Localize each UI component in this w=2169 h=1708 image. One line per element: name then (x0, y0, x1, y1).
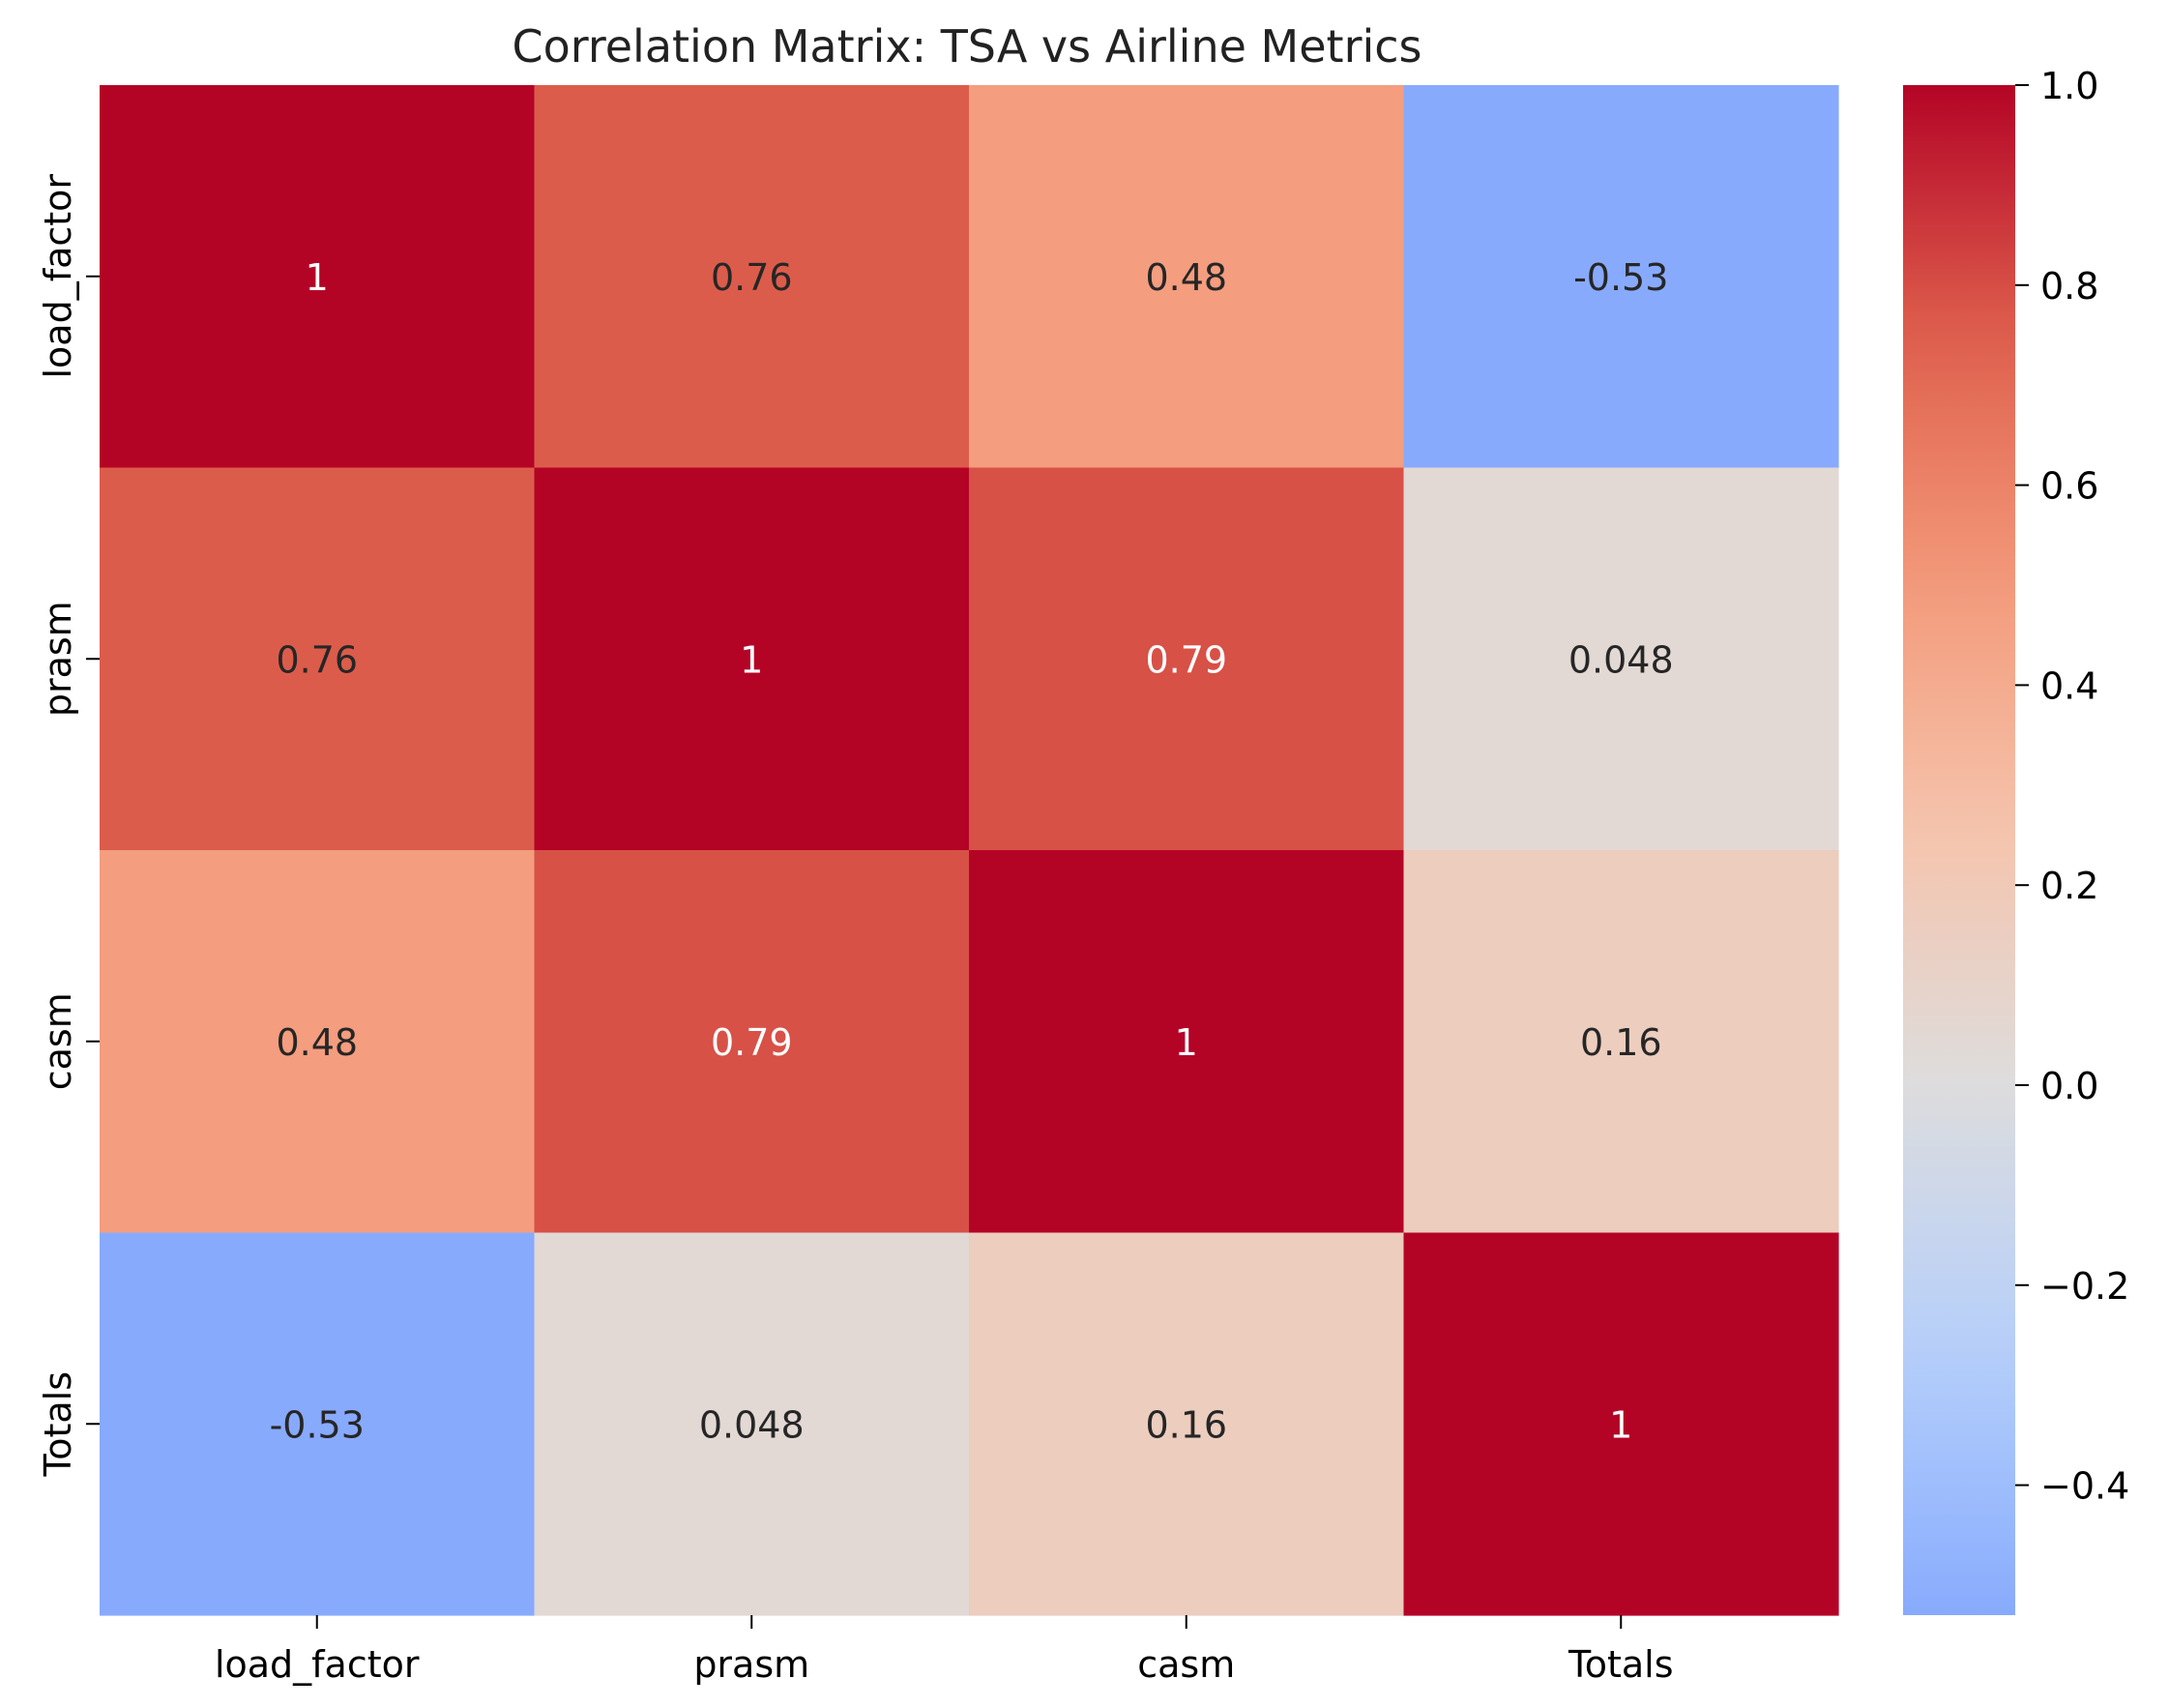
heatmap-cell (969, 85, 1405, 469)
cell-annotation: 0.76 (711, 256, 793, 299)
heatmap-cell (1403, 1232, 1839, 1616)
colorbar-tick-label: 0.2 (2040, 865, 2098, 907)
chart-title: Correlation Matrix: TSA vs Airline Metri… (512, 20, 1422, 73)
x-tick-label: casm (1137, 1643, 1235, 1686)
colorbar: −0.4 −0.2 0.0 0.2 0.4 0.6 0.8 1.0 (1903, 65, 2129, 1615)
x-tick-label: prasm (693, 1643, 809, 1686)
y-tick-label: casm (37, 992, 79, 1090)
cell-annotation: 1 (740, 638, 763, 681)
x-tick-label: load_factor (215, 1643, 420, 1686)
cell-annotation: 0.048 (1568, 638, 1674, 681)
heatmap-cell (534, 1232, 970, 1616)
colorbar-tick-label: 1.0 (2040, 65, 2098, 107)
heatmap-cell (534, 467, 970, 851)
cell-annotation: 0.048 (699, 1403, 805, 1446)
heatmap-cell (100, 85, 536, 469)
cell-annotation: 1 (306, 256, 329, 299)
cell-annotation: 0.79 (711, 1021, 793, 1064)
colorbar-tick-label: 0.6 (2040, 465, 2098, 508)
heatmap-cell (1403, 85, 1839, 469)
heatmap-cell (1403, 467, 1839, 851)
heatmap-cell (100, 850, 536, 1234)
cell-annotation: 0.76 (276, 638, 358, 681)
heatmap-cell (969, 1232, 1405, 1616)
cell-annotation: -0.53 (1573, 256, 1668, 299)
cell-annotation: 0.16 (1580, 1021, 1662, 1064)
x-tick-label: Totals (1568, 1643, 1674, 1686)
colorbar-tick-label: −0.2 (2040, 1265, 2129, 1308)
colorbar-tick-label: 0.8 (2040, 265, 2098, 308)
heatmap-cell (534, 85, 970, 469)
cell-annotation: 0.79 (1145, 638, 1227, 681)
heatmap-cell (100, 467, 536, 851)
heatmap-cell (1403, 850, 1839, 1234)
colorbar-tick-label: 0.0 (2040, 1065, 2098, 1107)
cell-annotation: 1 (1609, 1403, 1632, 1446)
cell-annotation: 1 (1175, 1021, 1198, 1064)
y-tick-label: prasm (37, 601, 79, 717)
cell-annotation: 0.48 (1145, 256, 1227, 299)
heatmap-cell (969, 467, 1405, 851)
y-tick-label: load_factor (37, 174, 79, 379)
heatmap-cell (969, 850, 1405, 1234)
heatmap-cell (534, 850, 970, 1234)
cell-annotation: 0.48 (276, 1021, 358, 1064)
colorbar-tick-label: −0.4 (2040, 1465, 2129, 1508)
heatmap-cell (100, 1232, 536, 1616)
heatmap-cells: 1 0.76 0.48 -0.53 0.76 1 0.79 0.048 0.48 0.79 1 0.1… (100, 85, 1839, 1616)
cell-annotation: -0.53 (270, 1403, 365, 1446)
colorbar-gradient (1903, 85, 2015, 1615)
cell-annotation: 0.16 (1145, 1403, 1227, 1446)
y-tick-label: Totals (37, 1371, 79, 1478)
colorbar-tick-label: 0.4 (2040, 664, 2098, 707)
x-axis: load_factor prasm casm Totals (215, 1615, 1674, 1686)
